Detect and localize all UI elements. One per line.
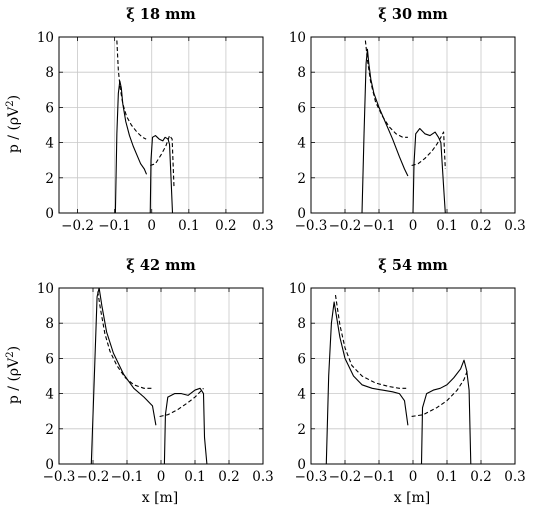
dashed-series-segment — [159, 387, 204, 418]
x-tick-label: 0.3 — [504, 218, 525, 234]
x-tick-label: 0.2 — [470, 469, 491, 485]
y-tick-label: 10 — [289, 281, 306, 297]
dashed-series-segment — [97, 291, 153, 389]
panel-title: ξ 42 mm — [126, 257, 196, 274]
dashed-series-segment — [150, 135, 175, 187]
x-tick-label: 0.1 — [178, 218, 199, 234]
panel-title: ξ 18 mm — [126, 6, 196, 23]
x-tick-label: −0.3 — [295, 469, 328, 485]
x-tick-label: −0.1 — [111, 469, 144, 485]
dashed-series-segment — [334, 294, 407, 389]
x-tick-label: 0.2 — [215, 218, 236, 234]
y-tick-label: 10 — [37, 281, 54, 297]
x-tick-label: −0.1 — [363, 218, 396, 234]
y-tick-label: 0 — [45, 457, 54, 473]
x-tick-label: −0.1 — [98, 218, 131, 234]
x-tick-label: 0.1 — [436, 469, 457, 485]
solid-series-segment — [163, 387, 208, 465]
x-tick-label: 0.2 — [218, 469, 239, 485]
x-tick-label: 0.3 — [252, 469, 273, 485]
panel-3: −0.3 −0.2 −0.1 0 0.1 0.2 0.3 0 2 4 6 8 10 ξ 42 mm — [37, 257, 274, 485]
solid-series-segment — [149, 135, 174, 214]
x-tick-label: 0.3 — [504, 469, 525, 485]
y-tick-label: 8 — [45, 316, 54, 332]
x-tick-label: 0 — [147, 218, 156, 234]
x-tick-label: 0.1 — [184, 469, 205, 485]
x-tick-label: 0 — [409, 469, 418, 485]
y-tick-label: 8 — [297, 316, 306, 332]
x-tick-label: −0.1 — [363, 469, 396, 485]
y-tick-label: 4 — [45, 136, 54, 152]
x-tick-label: 0.3 — [252, 218, 273, 234]
y-tick-label: 2 — [297, 171, 306, 187]
solid-series-segment — [412, 127, 446, 214]
y-tick-label: 4 — [297, 136, 306, 152]
solid-series-segment — [420, 359, 472, 465]
y-tick-label: 6 — [297, 351, 306, 367]
y-tick-label: 4 — [297, 387, 306, 403]
y-axis-label-bottom: p / (ρV2) — [5, 346, 22, 404]
panel-2: −0.3 −0.2 −0.1 0 0.1 0.2 0.3 0 2 4 6 8 10 ξ 30 mm — [289, 6, 526, 234]
y-tick-label: 6 — [45, 351, 54, 367]
x-tick-label: −0.2 — [61, 218, 94, 234]
dashed-series-segment — [411, 131, 446, 170]
dashed-series-segment — [411, 370, 468, 418]
y-tick-label: 10 — [37, 30, 54, 46]
x-tick-label: −0.2 — [77, 469, 110, 485]
y-tick-label: 0 — [297, 457, 306, 473]
x-tick-label: −0.3 — [43, 469, 76, 485]
x-tick-label: 0 — [157, 469, 166, 485]
x-tick-label: −0.2 — [329, 218, 362, 234]
y-tick-label: 2 — [45, 171, 54, 187]
y-tick-label: 4 — [45, 387, 54, 403]
solid-series-segment — [114, 80, 148, 214]
plot-frame — [58, 36, 264, 214]
panel-title: ξ 30 mm — [378, 6, 448, 23]
y-tick-label: 10 — [289, 30, 306, 46]
x-tick-label: −0.3 — [295, 218, 328, 234]
x-axis-label-left: x [m] — [142, 490, 179, 506]
x-axis-label-right: x [m] — [394, 490, 431, 506]
panel-title: ξ 54 mm — [378, 257, 448, 274]
y-tick-label: 0 — [297, 206, 306, 222]
y-tick-label: 2 — [45, 422, 54, 438]
panel-4: −0.3 −0.2 −0.1 0 0.1 0.2 0.3 0 2 4 6 8 10 ξ 54 mm — [289, 257, 526, 485]
dashed-series-segment — [364, 40, 408, 138]
x-tick-label: 0.2 — [470, 218, 491, 234]
x-tick-label: −0.2 — [329, 469, 362, 485]
y-axis-label-top: p / (ρV2) — [5, 95, 22, 153]
y-tick-label: 6 — [45, 100, 54, 116]
y-tick-label: 8 — [297, 65, 306, 81]
y-tick-label: 0 — [45, 206, 54, 222]
solid-series-segment — [361, 48, 409, 214]
y-tick-label: 2 — [297, 422, 306, 438]
x-tick-label: 0 — [409, 218, 418, 234]
dashed-series-segment — [116, 40, 147, 140]
solid-series-segment — [325, 301, 409, 465]
y-tick-label: 6 — [297, 100, 306, 116]
y-tick-label: 8 — [45, 65, 54, 81]
panel-1: −0.2 −0.1 0 0.1 0.2 0.3 0 2 4 6 8 10 ξ 18 mm — [37, 6, 274, 234]
solid-series-segment — [90, 287, 157, 465]
x-tick-label: 0.1 — [436, 218, 457, 234]
